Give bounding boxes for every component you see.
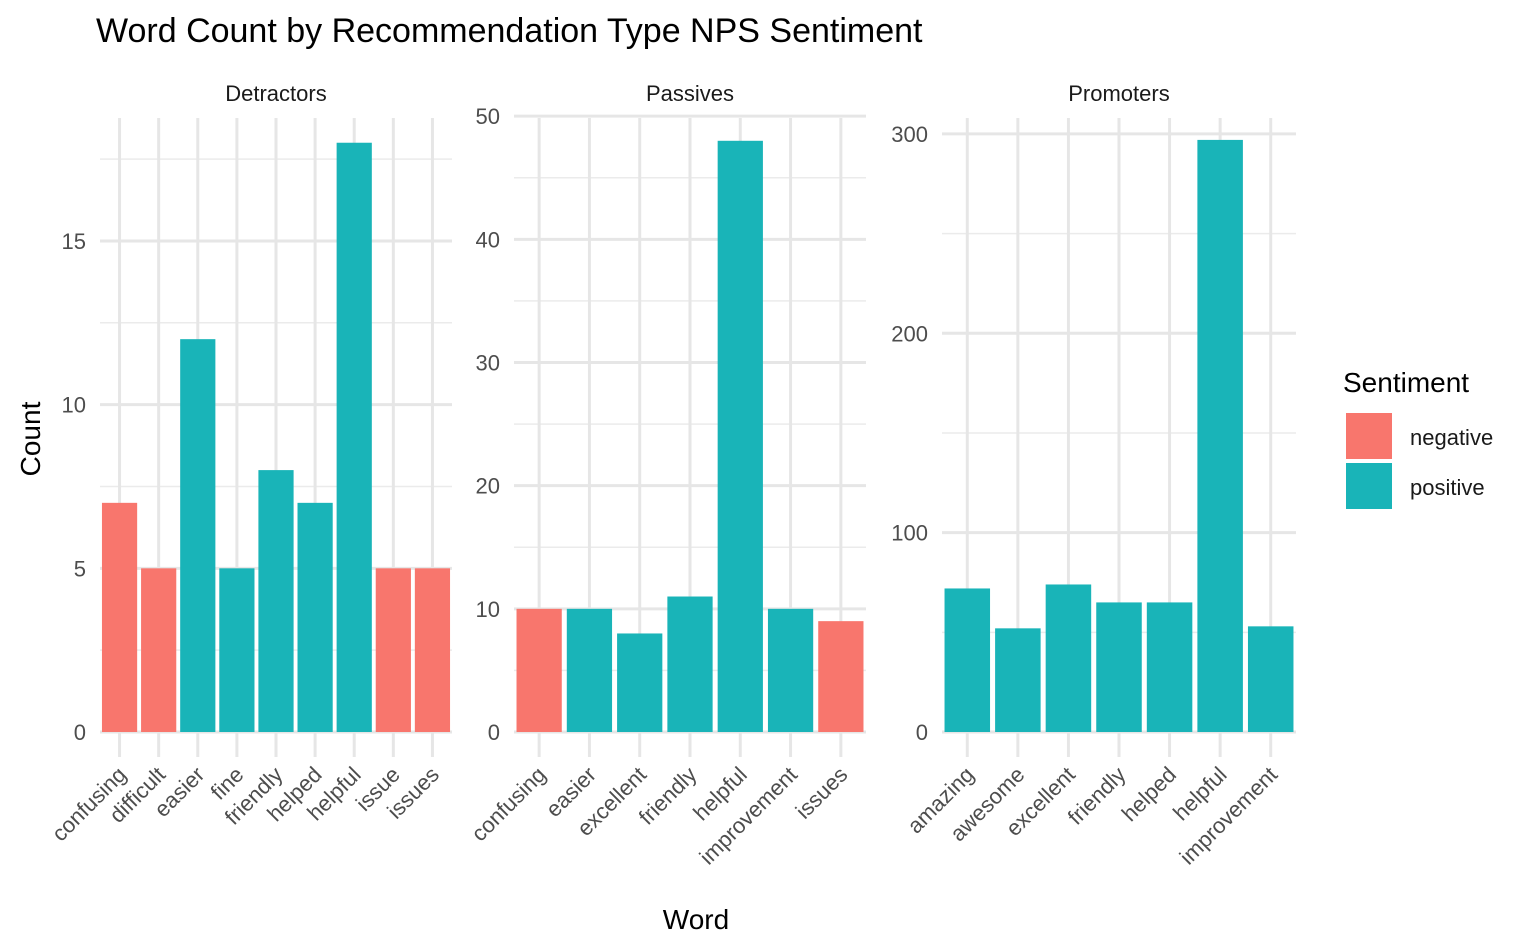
bar-excellent [617, 633, 663, 732]
y-tick-label: 20 [476, 474, 500, 499]
bar-friendly [258, 470, 294, 732]
facet-title: Promoters [1068, 81, 1169, 106]
bar-awesome [995, 628, 1041, 732]
bar-helpful [717, 140, 763, 732]
bar-friendly [667, 596, 713, 732]
bar-friendly [1096, 602, 1142, 732]
x-tick-label: friendly [634, 762, 702, 830]
facet-title: Detractors [225, 81, 326, 106]
facet-promoters: 0100200300amazingawesomeexcellentfriendl… [891, 81, 1296, 869]
chart-title: Word Count by Recommendation Type NPS Se… [96, 12, 923, 50]
x-tick-label: confusing [466, 762, 550, 846]
y-tick-label: 30 [476, 350, 500, 375]
bar-helpful [1197, 139, 1243, 733]
legend-key-positive [1346, 463, 1392, 509]
plot-area: 051015confusingdifficulteasierfinefriend… [47, 81, 1296, 869]
y-tick-label: 0 [488, 720, 500, 745]
y-tick-label: 0 [916, 720, 928, 745]
bar-confusing [516, 608, 562, 732]
facet-detractors: 051015confusingdifficulteasierfinefriend… [47, 81, 452, 846]
y-tick-label: 40 [476, 227, 500, 252]
bar-helped [1146, 602, 1193, 732]
y-tick-label: 300 [891, 122, 928, 147]
y-tick-label: 100 [891, 521, 928, 546]
y-tick-label: 10 [62, 393, 86, 418]
legend-key-negative [1346, 413, 1392, 459]
x-tick-label: issues [791, 762, 853, 824]
bar-issues [818, 621, 864, 732]
y-tick-label: 5 [74, 556, 86, 581]
bar-easier [180, 339, 216, 732]
y-tick-label: 200 [891, 321, 928, 346]
bar-helped [297, 502, 333, 732]
bar-confusing [101, 502, 138, 732]
bar-difficult [141, 568, 177, 732]
bar-improvement [1247, 626, 1294, 732]
bar-easier [566, 608, 613, 732]
facet-title: Passives [646, 81, 734, 106]
y-axis-label: Count [15, 401, 46, 476]
y-tick-label: 15 [62, 229, 86, 254]
bar-excellent [1045, 584, 1092, 732]
legend-title: Sentiment [1343, 367, 1469, 398]
legend-label-positive: positive [1410, 475, 1485, 500]
x-tick-label: helped [1117, 762, 1181, 826]
y-tick-label: 50 [476, 104, 500, 129]
bar-issues [414, 568, 451, 732]
y-tick-label: 10 [476, 597, 500, 622]
x-tick-label: friendly [1063, 762, 1131, 830]
x-axis-label: Word [663, 904, 729, 935]
legend: Sentiment negative positive [1343, 367, 1493, 509]
bar-amazing [944, 588, 991, 732]
bar-fine [219, 568, 255, 732]
legend-label-negative: negative [1410, 425, 1493, 450]
bar-improvement [767, 608, 814, 732]
bar-issue [375, 568, 411, 732]
bar-helpful [336, 142, 372, 733]
y-tick-label: 0 [74, 720, 86, 745]
facet-passives: 01020304050confusingeasierexcellentfrien… [466, 81, 866, 869]
